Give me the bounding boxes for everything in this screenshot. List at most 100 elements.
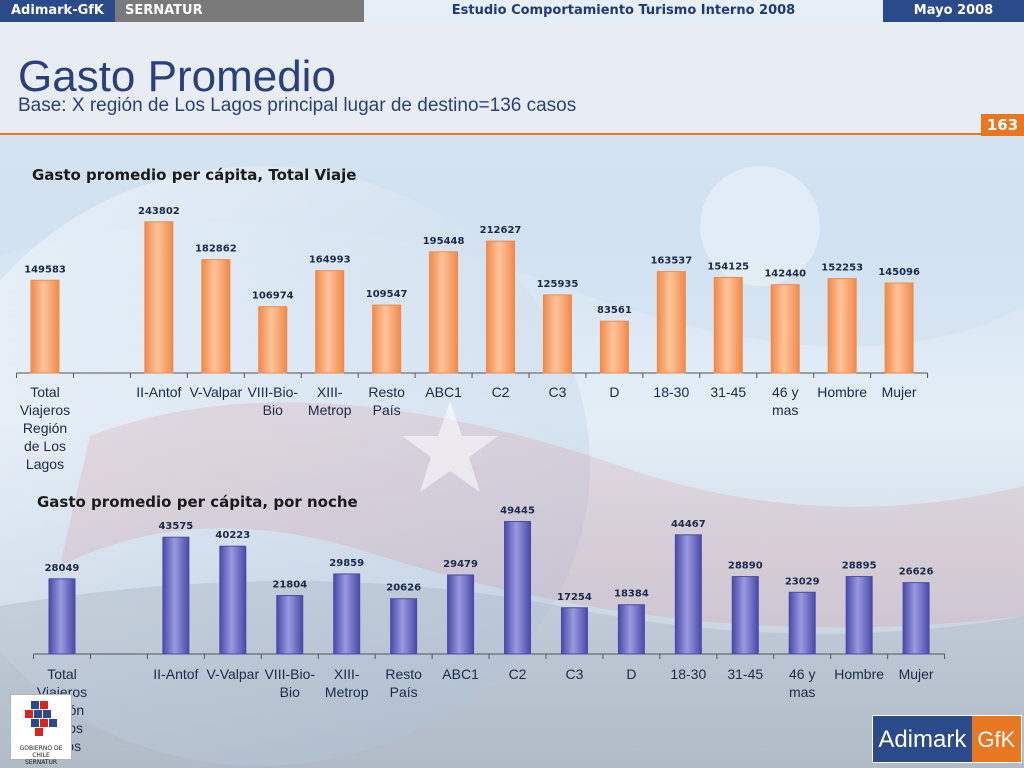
- category-label: Resto País: [385, 666, 422, 700]
- category-label: 31-45: [710, 384, 746, 400]
- category-label: Hombre: [817, 384, 867, 400]
- category-label: 31-45: [727, 666, 763, 682]
- bar: [731, 576, 759, 655]
- data-label: 142440: [764, 269, 806, 280]
- category-label: XIII-Metrop: [325, 666, 369, 700]
- data-label: 29479: [443, 559, 478, 570]
- data-label: 40223: [215, 530, 250, 541]
- bar: [258, 306, 288, 374]
- gobierno-de-chile-logo: GOBIERNO DE CHILE SERNATUR: [10, 694, 72, 766]
- bar: [315, 270, 345, 374]
- gov-logo-text: GOBIERNO DE CHILE: [19, 745, 63, 759]
- data-label: 28895: [842, 561, 877, 572]
- data-label: 163537: [650, 256, 692, 267]
- category-label: D: [626, 666, 636, 682]
- bar: [162, 536, 190, 655]
- category-label: C3: [566, 666, 584, 682]
- category-label: ABC1: [442, 666, 479, 682]
- data-label: 145096: [878, 267, 920, 278]
- chart-por-noche: 28049TotalViajerosRegiónde LosLagos43575…: [33, 505, 946, 754]
- category-label: C3: [549, 384, 567, 400]
- title-divider: [0, 133, 1024, 135]
- bar: [884, 282, 914, 374]
- category-label: II-Antof: [153, 666, 198, 682]
- category-label: 46 y mas: [789, 666, 815, 700]
- category-label: XIII-Metrop: [308, 384, 352, 418]
- gfk-logo-text: GfK: [971, 716, 1021, 762]
- category-label: VIII-Bio-Bio: [247, 384, 298, 418]
- category-label: ABC1: [425, 384, 462, 400]
- data-label: 28049: [45, 563, 80, 574]
- bar: [486, 240, 516, 374]
- data-label: 43575: [158, 521, 193, 532]
- client-label: SERNATUR: [115, 0, 364, 22]
- data-label: 49445: [500, 505, 535, 516]
- bar: [429, 251, 459, 374]
- bar: [713, 276, 743, 374]
- category-label: VIII-Bio-Bio: [264, 666, 315, 700]
- data-label: 154125: [707, 261, 749, 272]
- gov-emblem-icon: [25, 701, 57, 736]
- category-label: Mujer: [882, 384, 917, 400]
- category-label: 18-30: [653, 384, 689, 400]
- page-title: Gasto Promedio: [18, 52, 336, 101]
- data-label: 17254: [557, 592, 592, 603]
- data-label: 28890: [728, 561, 763, 572]
- bar: [276, 595, 304, 655]
- bar: [504, 520, 532, 655]
- category-label: 46 y mas: [772, 384, 798, 418]
- data-label: 106974: [252, 291, 294, 302]
- category-label: C2: [492, 384, 510, 400]
- title-panel: Gasto Promedio Base: X región de Los Lag…: [0, 22, 1024, 134]
- data-label: 149583: [24, 264, 66, 275]
- bar: [674, 534, 702, 655]
- bar: [542, 294, 572, 374]
- data-label: 182862: [195, 244, 237, 255]
- adimark-gfk-logo: Adimark GfK: [872, 715, 1022, 763]
- bar: [333, 573, 361, 655]
- data-label: 18384: [614, 589, 649, 600]
- data-label: 26626: [899, 567, 934, 578]
- category-label: Mujer: [899, 666, 934, 682]
- bar: [48, 578, 76, 655]
- category-label: II-Antof: [136, 384, 181, 400]
- category-label: V-Valpar: [206, 666, 259, 682]
- bar: [902, 582, 930, 655]
- category-label: Hombre: [834, 666, 884, 682]
- report-date: Mayo 2008: [883, 0, 1024, 22]
- bar: [827, 278, 857, 374]
- bar: [656, 271, 686, 374]
- bar: [144, 221, 174, 374]
- data-label: 109547: [366, 289, 408, 300]
- data-label: 44467: [671, 519, 706, 530]
- gov-logo-subtext: SERNATUR: [24, 759, 58, 766]
- bar: [201, 259, 231, 374]
- chart-total-viaje: 149583 Total Viajeros Región de Los Lagos 2438…: [16, 206, 929, 472]
- bar: [390, 598, 418, 655]
- bar: [770, 284, 800, 374]
- page-number: 163: [981, 114, 1024, 136]
- header-bar: Adimark-GfK SERNATUR Estudio Comportamie…: [0, 0, 1024, 22]
- bar: [447, 574, 475, 655]
- data-label: 164993: [309, 255, 351, 266]
- bar: [617, 604, 645, 655]
- data-label: 29859: [329, 558, 364, 569]
- bar: [845, 576, 873, 655]
- study-title: Estudio Comportamiento Turismo Interno 2…: [364, 0, 883, 22]
- chart2-title: Gasto promedio per cápita, por noche: [37, 493, 358, 511]
- page-subtitle: Base: X región de Los Lagos principal lu…: [18, 95, 577, 116]
- brand-label: Adimark-GfK: [0, 0, 115, 22]
- category-label: 18-30: [670, 666, 706, 682]
- category-label: D: [609, 384, 619, 400]
- category-label: C2: [509, 666, 527, 682]
- bar: [599, 320, 629, 374]
- data-label: 212627: [480, 225, 522, 236]
- data-label: 20626: [386, 583, 421, 594]
- chart1-title: Gasto promedio per cápita, Total Viaje: [32, 166, 357, 184]
- bar: [30, 279, 60, 374]
- bar: [219, 545, 247, 655]
- data-label: 83561: [597, 305, 632, 316]
- category-label: Resto País: [368, 384, 405, 418]
- bar: [788, 591, 816, 655]
